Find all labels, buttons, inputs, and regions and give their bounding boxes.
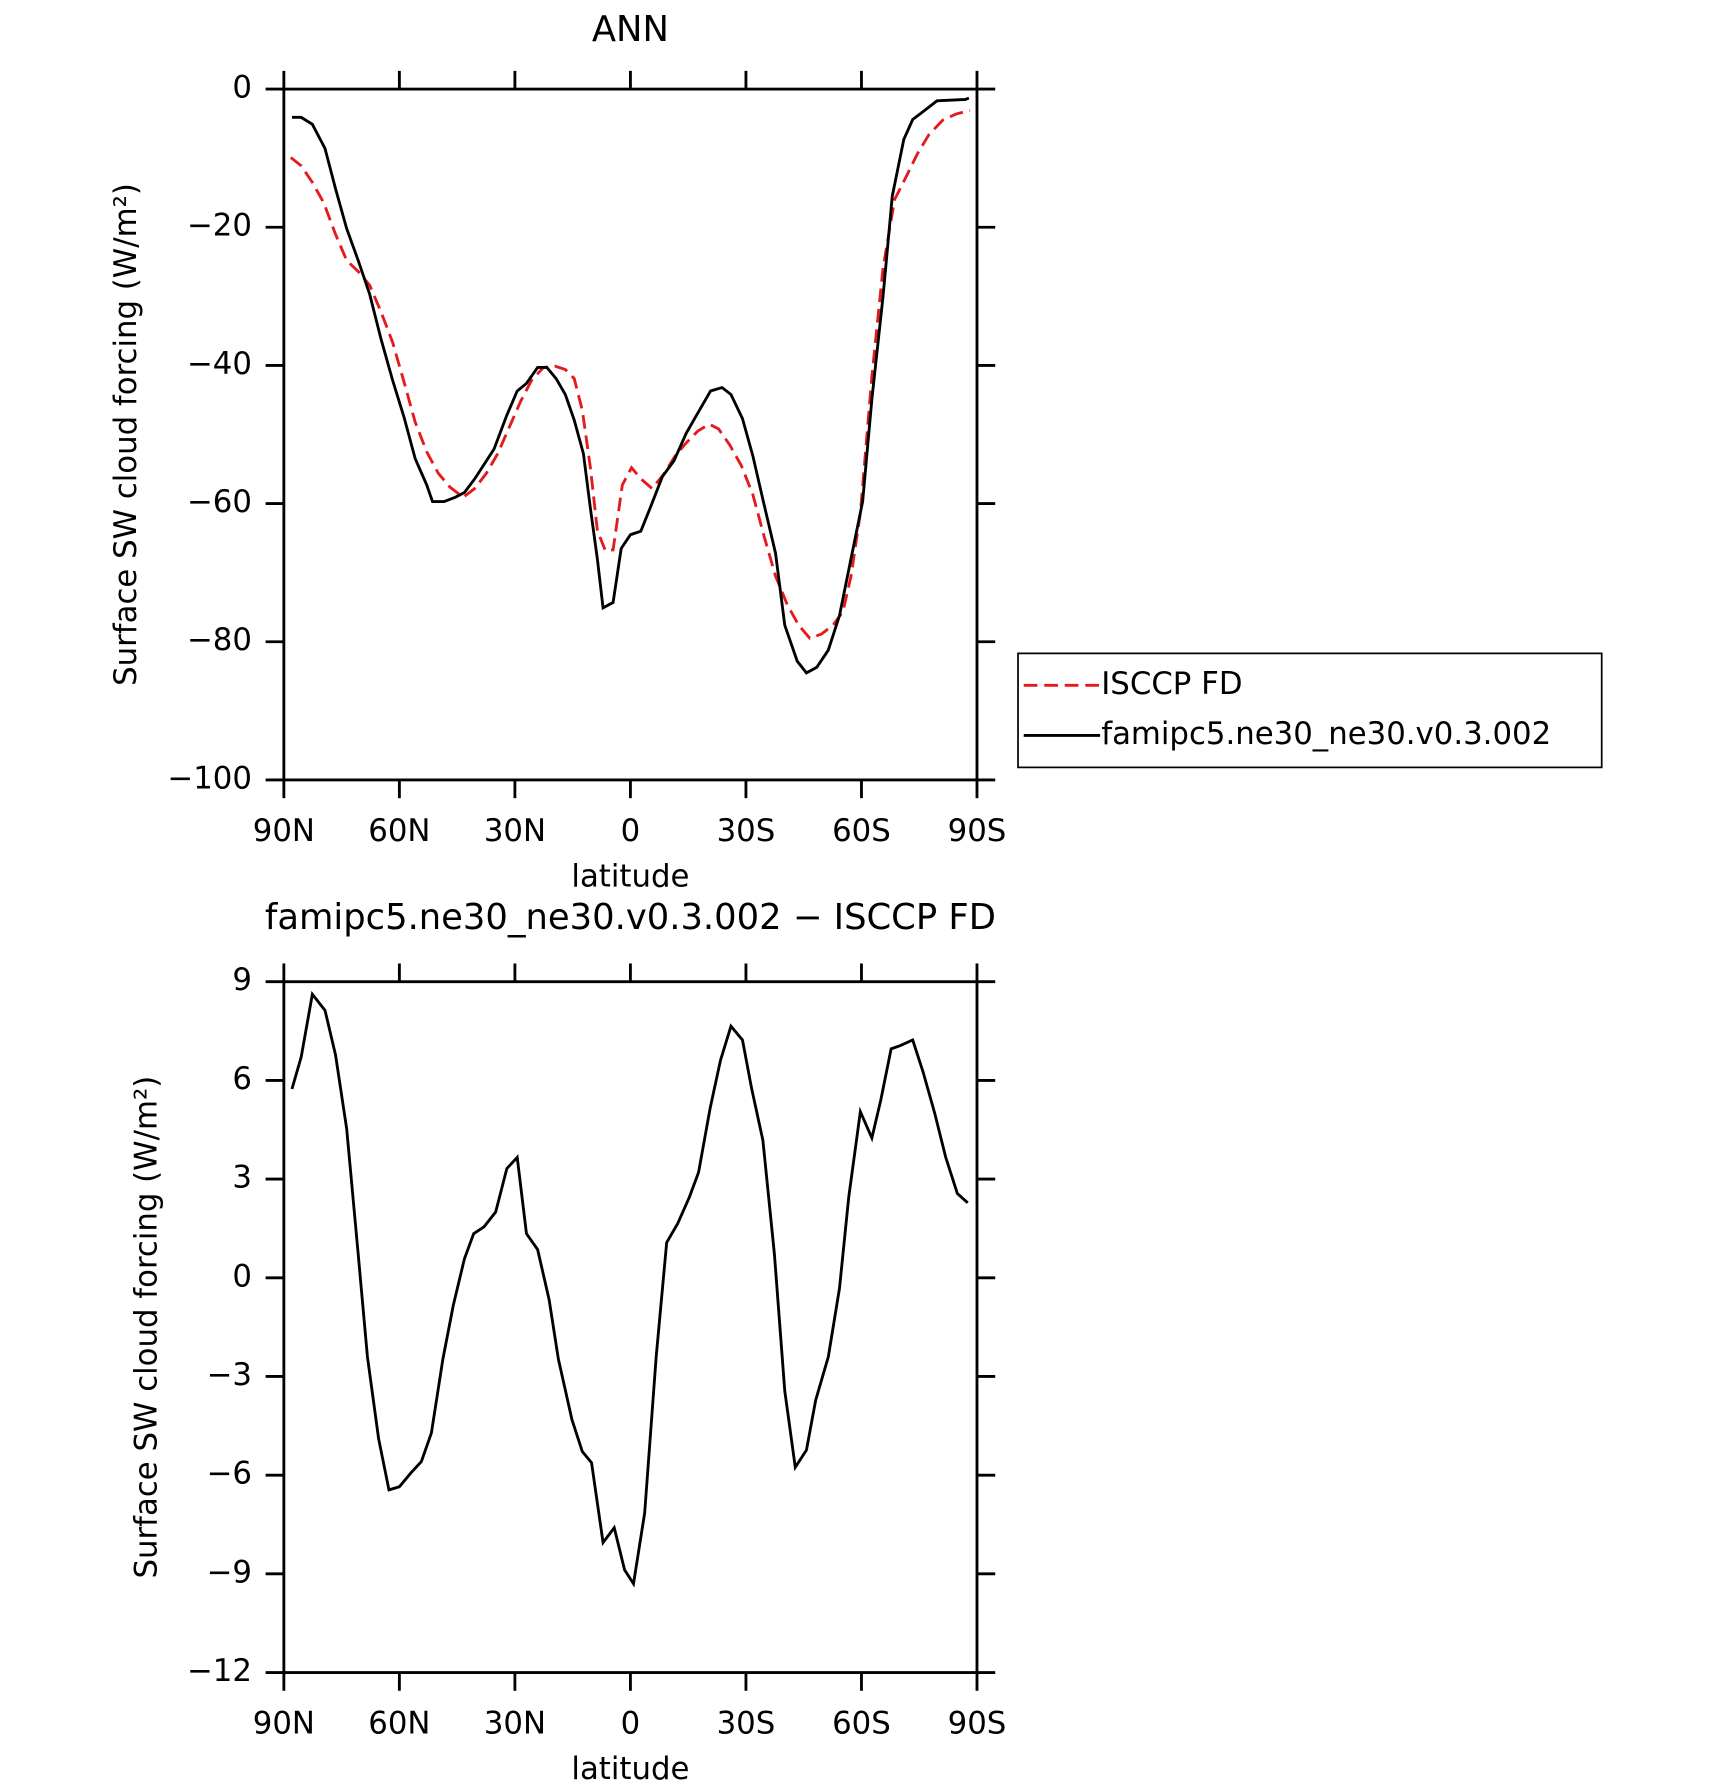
y-tick-label: −60 [187,484,252,520]
x-tick-label: 90S [948,813,1007,849]
y-tick-label: 0 [232,1258,252,1294]
y-tick-label: 0 [232,70,252,106]
y-tick-label: −20 [187,208,252,244]
x-tick-label: 30S [717,1705,776,1741]
x-axis-label: latitude [571,858,689,894]
y-tick-label: −40 [187,346,252,382]
plot-frame [282,87,979,782]
data-line [291,96,970,675]
x-tick-label: 0 [621,813,641,849]
y-tick-label: −80 [187,622,252,658]
legend: ISCCP FD famipc5.ne30_ne30.v0.3.002 [1017,652,1603,769]
data-line [290,990,969,1588]
legend-label: ISCCP FD [1101,666,1242,702]
y-tick-label: −3 [207,1357,252,1393]
x-tick-label: 0 [621,1705,641,1741]
y-axis-label: Surface SW cloud forcing (W/m²) [108,183,144,686]
y-tick-label: 3 [232,1160,252,1196]
x-tick-label: 60N [368,1705,430,1741]
legend-label: famipc5.ne30_ne30.v0.3.002 [1101,716,1551,752]
x-tick-label: 90S [948,1705,1007,1741]
x-axis-label: latitude [571,1751,689,1787]
chart-title: ANN [592,9,669,50]
y-tick-label: 9 [232,962,252,998]
x-tick-label: 30N [484,1705,546,1741]
legend-box [1017,652,1603,769]
x-tick-label: 60S [832,813,891,849]
y-axis-label: Surface SW cloud forcing (W/m²) [129,1076,165,1579]
data-line [289,109,971,641]
x-tick-label: 60N [368,813,430,849]
chart-title: famipc5.ne30_ne30.v0.3.002 − ISCCP FD [265,897,996,938]
x-tick-label: 30N [484,813,546,849]
x-tick-label: 30S [717,813,776,849]
plot-frame [282,980,979,1674]
x-tick-label: 90N [253,1705,315,1741]
y-tick-label: −12 [187,1653,252,1689]
y-tick-label: −6 [207,1456,252,1492]
x-tick-label: 90N [253,813,315,849]
y-tick-label: −100 [167,760,252,796]
y-tick-label: −9 [207,1554,252,1590]
x-tick-label: 60S [832,1705,891,1741]
y-tick-label: 6 [232,1061,252,1097]
